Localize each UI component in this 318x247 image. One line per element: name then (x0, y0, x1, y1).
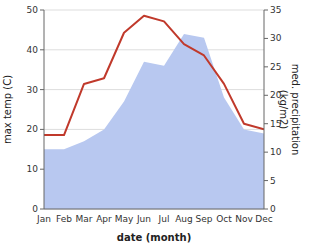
y2-axis-label-line: (kg/m2) (278, 90, 289, 130)
x-tick-label: Oct (216, 214, 232, 224)
area (44, 34, 264, 209)
y2-tick (264, 180, 268, 181)
y-tick (40, 89, 44, 90)
grid (44, 10, 264, 209)
x-tick-label: Jun (136, 214, 151, 224)
y-tick (40, 10, 44, 11)
y-axis-label: max temp (C) (2, 75, 13, 144)
x-tick-label: Nov (235, 214, 253, 224)
y-tick (40, 49, 44, 50)
y-axis-line (44, 10, 45, 209)
y2-tick-label: 0 (270, 204, 276, 214)
chart: 0102030405005101520253035JanFebMarAprMay… (0, 0, 318, 247)
y2-tick (264, 123, 268, 124)
marks (44, 16, 264, 209)
x-tick-label: Apr (96, 214, 112, 224)
y-tick (40, 209, 44, 210)
x-axis-label: date (month) (117, 232, 191, 243)
y2-tick (264, 38, 268, 39)
y2-tick-label: 5 (270, 176, 276, 186)
y2-axis-line (264, 10, 265, 209)
axes: 0102030405005101520253035JanFebMarAprMay… (27, 5, 282, 224)
y2-tick (264, 95, 268, 96)
y2-tick (264, 10, 268, 11)
y2-tick (264, 152, 268, 153)
y2-axis-label: med. precipitation(kg/m2) (278, 64, 301, 156)
x-tick-label: Jan (36, 214, 51, 224)
y2-tick (264, 66, 268, 67)
x-tick-label: May (115, 214, 134, 224)
y-tick-label: 20 (27, 124, 39, 134)
y-tick (40, 169, 44, 170)
x-tick-label: Mar (76, 214, 93, 224)
grid-line (44, 49, 264, 50)
y-tick-label: 10 (27, 164, 39, 174)
y-tick-label: 50 (27, 5, 39, 15)
y2-tick (264, 209, 268, 210)
y-tick (40, 129, 44, 130)
y-tick-label: 30 (27, 85, 39, 95)
y2-tick-label: 30 (270, 33, 282, 43)
y-tick-label: 40 (27, 45, 39, 55)
x-axis-line (44, 209, 264, 210)
y2-axis-label-line: med. precipitation (290, 64, 301, 156)
y-tick-label: 0 (32, 204, 38, 214)
y2-tick-label: 35 (270, 5, 281, 15)
y2-tick-label: 25 (270, 62, 281, 72)
grid-line (44, 10, 264, 11)
y2-tick-label: 10 (270, 147, 282, 157)
grid-line (44, 209, 264, 210)
x-tick-label: Feb (56, 214, 72, 224)
x-tick-label: Jul (158, 214, 170, 224)
x-tick-label: Dec (255, 214, 272, 224)
x-tick-label: Aug (175, 214, 193, 224)
line (44, 16, 264, 135)
x-tick-label: Sep (196, 214, 213, 224)
